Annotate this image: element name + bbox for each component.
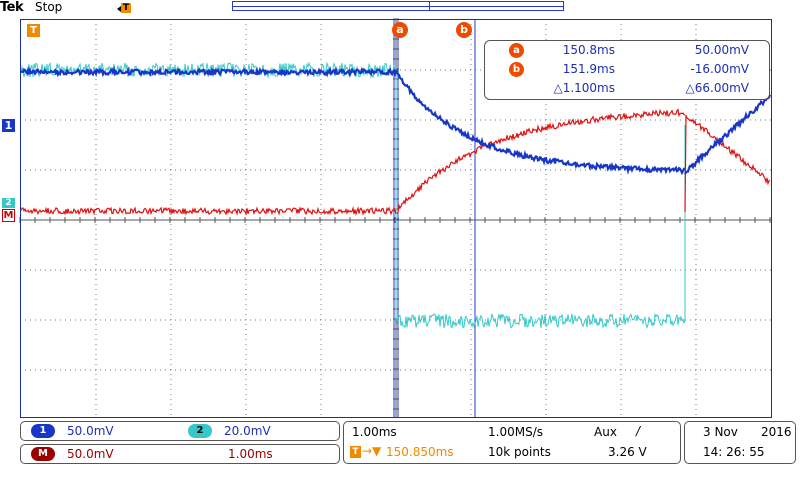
trigger-slope-icon: / (636, 424, 640, 438)
trigger-arrow-icon: →▼ (362, 444, 381, 458)
cursor-a-row: a 150.8ms 50.00mV (485, 42, 769, 60)
cursor-delta-row: △1.100ms △66.00mV (485, 80, 769, 98)
cursor-b-handle[interactable]: b (456, 22, 472, 38)
cursor-a-badge: a (509, 43, 524, 58)
math-scale: 50.0mV (67, 447, 114, 461)
cursor-a-handle[interactable]: a (392, 22, 408, 38)
date-day-month: 3 Nov (703, 425, 738, 439)
sample-rate: 1.00MS/s (488, 425, 543, 439)
horizontal-scale: 1.00ms (352, 425, 397, 439)
ch1-scale: 50.0mV (67, 424, 114, 438)
time-of-day: 14: 26: 55 (703, 445, 765, 459)
timebase-panel[interactable]: 1.00ms 1.00MS/s Aux / T →▼ 150.850ms 10k… (343, 421, 681, 464)
cursor-b-row: b 151.9ms -16.00mV (485, 61, 769, 79)
math-scale-panel[interactable]: M 50.0mV 1.00ms (20, 444, 340, 464)
cursor-b-time: 151.9ms (563, 62, 615, 76)
trigger-source: Aux (594, 425, 617, 439)
math-time-scale: 1.00ms (228, 447, 273, 461)
math-badge[interactable]: M (31, 447, 55, 461)
cursor-b-badge: b (509, 62, 524, 77)
ch2-badge[interactable]: 2 (188, 424, 212, 438)
ch2-scale: 20.0mV (224, 424, 271, 438)
ch1-badge[interactable]: 1 (31, 424, 55, 438)
cursor-a-time: 150.8ms (563, 43, 615, 57)
ch1-ground-marker[interactable]: 1 (2, 119, 15, 132)
trigger-point-marker: T (27, 24, 40, 37)
record-length: 10k points (488, 445, 551, 459)
trigger-position: 150.850ms (386, 445, 454, 459)
cursor-readout: a 150.8ms 50.00mV b 151.9ms -16.00mV △1.… (484, 40, 770, 100)
cursor-delta-value: △66.00mV (686, 81, 749, 95)
math-ground-marker[interactable]: M (2, 209, 15, 222)
cursor-delta-time: △1.100ms (553, 81, 615, 95)
cursor-b-value: -16.00mV (690, 62, 749, 76)
cursor-a-value: 50.00mV (695, 43, 749, 57)
trigger-level: 3.26 V (608, 445, 647, 459)
ch2-ground-marker[interactable]: 2 (2, 198, 15, 208)
date-year: 2016 (761, 425, 792, 439)
datetime-panel: 3 Nov 2016 14: 26: 55 (684, 421, 796, 464)
channel-scale-panel[interactable]: 1 50.0mV 2 20.0mV (20, 421, 340, 441)
trigger-delay-icon: T (350, 446, 361, 458)
